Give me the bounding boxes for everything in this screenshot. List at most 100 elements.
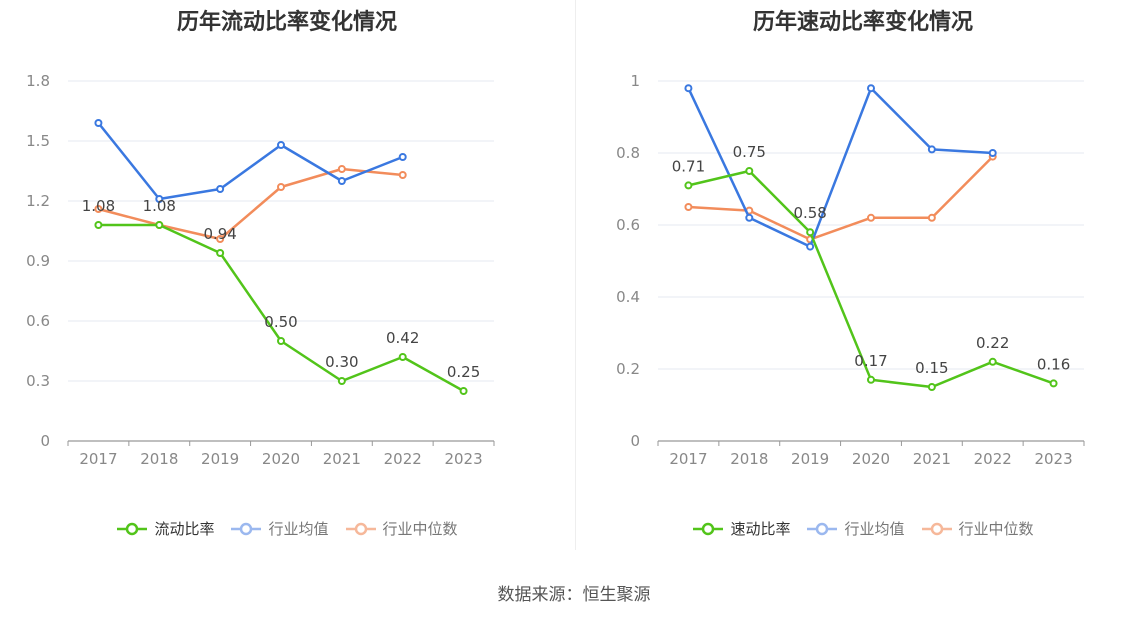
data-label: 0.58 <box>793 204 826 222</box>
data-point <box>927 145 936 154</box>
legend-label: 流动比率 <box>154 520 215 538</box>
data-point <box>398 353 407 361</box>
y-tick-label: 0 <box>630 432 640 450</box>
data-point <box>867 375 875 384</box>
data-point <box>927 213 936 222</box>
data-label: 0.75 <box>733 143 766 161</box>
quick-ratio-chart: 0 0.2 0.4 0.6 0.8 1 2017 2018 2019 2020 2021 2022 20… <box>616 72 1085 468</box>
data-label: 0.30 <box>325 353 358 371</box>
data-label: 0.25 <box>447 363 480 381</box>
data-source: 数据来源：恒生聚源 <box>497 585 651 605</box>
data-point <box>398 171 407 179</box>
legend-item-current-ratio[interactable]: 流动比率 <box>116 518 214 539</box>
data-point <box>94 221 103 229</box>
data-point <box>745 213 754 222</box>
legend-line-icon <box>921 522 952 535</box>
data-label: 0.94 <box>203 225 236 243</box>
y-tick-label: 0.4 <box>616 288 640 306</box>
data-label: 0.16 <box>1037 355 1070 373</box>
legend-label: 行业均值 <box>268 520 329 538</box>
data-point <box>216 235 225 243</box>
series-line <box>688 155 994 241</box>
y-tick-label: 0.2 <box>616 360 640 378</box>
data-label: 1.08 <box>82 197 115 215</box>
data-point <box>988 357 997 366</box>
y-tick-label: 0.6 <box>616 216 640 234</box>
data-label: 0.71 <box>672 157 705 175</box>
x-tick-label: 2020 <box>852 450 890 468</box>
data-point <box>684 181 693 190</box>
data-point <box>277 141 285 149</box>
legend-line-icon <box>693 522 724 535</box>
data-point <box>927 383 936 391</box>
series-line <box>97 122 404 201</box>
y-tick-label: 1.8 <box>26 72 50 90</box>
data-point <box>155 221 164 229</box>
legend-line-icon <box>117 522 148 535</box>
legend-item-industry-mean[interactable]: 行业均值 <box>806 518 905 539</box>
y-tick-label: 0.3 <box>26 372 50 390</box>
series-line <box>98 223 465 393</box>
data-point <box>459 387 468 395</box>
y-tick-label: 1 <box>630 72 640 90</box>
data-point <box>806 228 815 237</box>
legend-label: 行业均值 <box>844 520 905 538</box>
data-point <box>1049 379 1058 388</box>
current-ratio-panel: 历年流动比率变化情况 0 0.3 0.6 0.9 1.2 1.5 1.8 2017 2018 20… <box>0 0 574 560</box>
data-label: 0.15 <box>915 359 948 377</box>
data-point <box>94 205 103 213</box>
y-tick-label: 1.2 <box>26 192 50 210</box>
x-tick-label: 2021 <box>913 450 951 468</box>
data-point <box>337 177 346 185</box>
y-tick-label: 0.6 <box>26 312 50 330</box>
x-tick-label: 2022 <box>974 450 1012 468</box>
data-point <box>277 183 285 191</box>
series-line <box>98 167 403 241</box>
y-tick-label: 0 <box>40 432 50 450</box>
data-point <box>337 377 346 385</box>
legend-item-quick-ratio[interactable]: 速动比率 <box>692 518 790 539</box>
data-label: 0.42 <box>386 329 419 347</box>
x-tick-label: 2018 <box>730 450 768 468</box>
data-point <box>155 195 164 203</box>
x-tick-label: 2021 <box>323 450 361 468</box>
legend-item-industry-median[interactable]: 行业中位数 <box>345 518 458 539</box>
data-point <box>684 203 693 211</box>
chart-title: 历年流动比率变化情况 <box>176 10 397 35</box>
data-label: 1.08 <box>143 197 176 215</box>
data-point <box>277 337 285 345</box>
legend-item-industry-median[interactable]: 行业中位数 <box>921 518 1034 539</box>
data-label: 0.50 <box>264 313 297 331</box>
data-point <box>806 242 815 251</box>
legend: 流动比率 行业均值 行业中位数 <box>0 518 574 539</box>
data-point <box>337 165 346 173</box>
panel-divider <box>575 0 576 550</box>
y-tick-label: 1.5 <box>26 132 50 150</box>
legend: 速动比率 行业均值 行业中位数 <box>576 518 1148 539</box>
data-point <box>867 213 875 222</box>
data-point <box>988 149 997 157</box>
data-point <box>867 84 875 93</box>
data-point <box>398 153 407 161</box>
x-tick-label: 2017 <box>669 450 707 468</box>
x-tick-label: 2018 <box>140 450 178 468</box>
current-ratio-chart: 0 0.3 0.6 0.9 1.2 1.5 1.8 2017 2018 2019 2020 2021 2… <box>26 72 495 468</box>
legend-line-icon <box>345 522 376 535</box>
data-point <box>745 167 754 175</box>
legend-item-industry-mean[interactable]: 行业均值 <box>230 518 329 539</box>
data-point <box>684 84 693 93</box>
data-label: 0.22 <box>976 334 1009 352</box>
data-point <box>94 119 103 127</box>
quick-ratio-panel: 历年速动比率变化情况 0 0.2 0.4 0.6 0.8 1 2017 2018 2019 202… <box>576 0 1148 560</box>
data-label: 0.17 <box>854 352 887 370</box>
chart-title: 历年速动比率变化情况 <box>752 10 973 35</box>
legend-line-icon <box>807 522 838 535</box>
legend-label: 行业中位数 <box>958 520 1034 538</box>
x-tick-label: 2023 <box>1034 450 1072 468</box>
legend-label: 速动比率 <box>730 520 791 538</box>
legend-line-icon <box>231 522 262 535</box>
x-tick-label: 2023 <box>444 450 482 468</box>
x-tick-label: 2019 <box>791 450 829 468</box>
data-point <box>216 249 225 257</box>
y-tick-label: 0.9 <box>26 252 50 270</box>
